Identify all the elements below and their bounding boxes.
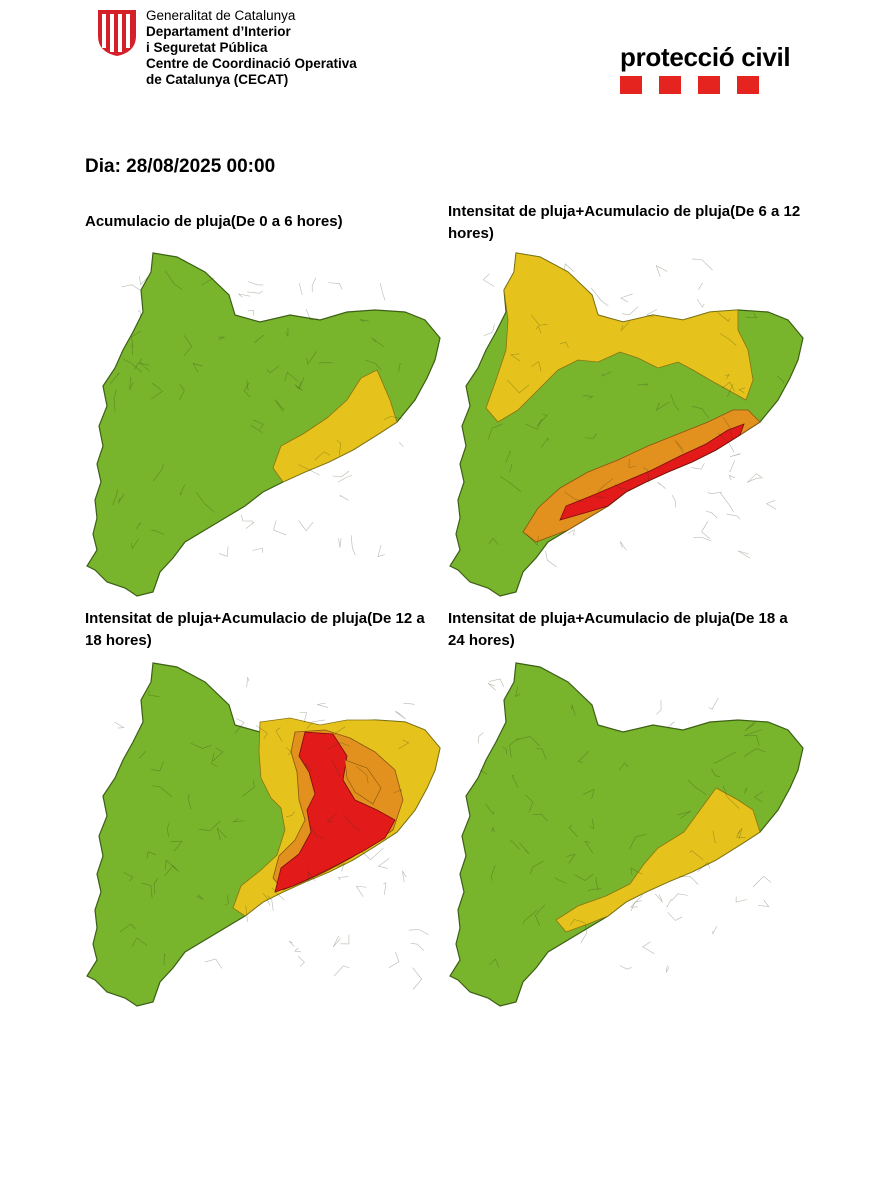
catalonia-region xyxy=(86,252,441,597)
map-6-12h xyxy=(448,250,808,600)
panel-title: Intensitat de pluja+Acumulacio de pluja(… xyxy=(85,610,425,649)
brand-squares-icon xyxy=(620,76,810,94)
panel-18-24h: Intensitat de pluja+Acumulacio de pluja(… xyxy=(448,608,808,652)
proteccio-civil-logo: protecció civil xyxy=(620,44,810,100)
generalitat-header: Generalitat de Catalunya Departament d’I… xyxy=(96,8,426,98)
org-line-3: i Seguretat Pública xyxy=(146,40,268,55)
org-line-4: Centre de Coordinació Operativa xyxy=(146,56,357,71)
panel-title: Intensitat de pluja+Acumulacio de pluja(… xyxy=(448,610,788,649)
municipality-boundaries xyxy=(110,270,404,557)
org-line-1: Generalitat de Catalunya xyxy=(146,8,296,23)
municipality-boundaries xyxy=(482,258,785,568)
org-line-2: Departament d’Interior xyxy=(146,24,291,39)
yellow-zone xyxy=(272,369,398,483)
organization-name: Generalitat de Catalunya Departament d’I… xyxy=(146,8,357,88)
municipality-boundaries xyxy=(114,677,429,990)
panel-6-12h: Intensitat de pluja+Acumulacio de pluja(… xyxy=(448,201,808,245)
panel-title: Intensitat de pluja+Acumulacio de pluja(… xyxy=(448,203,801,242)
map-18-24h xyxy=(448,660,808,1010)
map-0-6h xyxy=(85,250,445,600)
panel-0-6h: Acumulacio de pluja(De 0 a 6 hores) xyxy=(85,211,445,233)
municipality-boundaries xyxy=(478,678,772,973)
panel-title: Acumulacio de pluja(De 0 a 6 hores) xyxy=(85,213,343,230)
generalitat-logo-icon xyxy=(98,10,136,56)
day-label: Dia: 28/08/2025 00:00 xyxy=(85,156,276,177)
org-line-5: de Catalunya (CECAT) xyxy=(146,72,289,87)
panel-12-18h: Intensitat de pluja+Acumulacio de pluja(… xyxy=(85,608,445,652)
map-12-18h xyxy=(85,660,445,1010)
brand-name: protecció civil xyxy=(620,42,791,72)
